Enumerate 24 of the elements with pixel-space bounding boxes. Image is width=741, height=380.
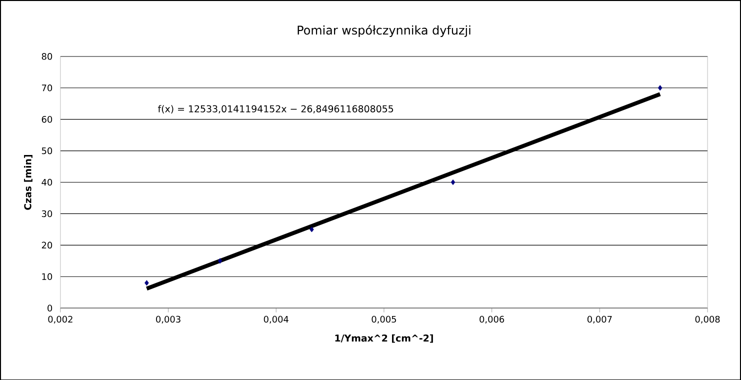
x-tick-label: 0,004	[264, 316, 288, 324]
y-tick-label: 60	[42, 116, 52, 122]
x-tick-label: 0,008	[695, 316, 720, 324]
x-tick-label: 0,005	[372, 316, 396, 324]
point	[450, 179, 456, 185]
y-tick-label: 70	[42, 84, 52, 92]
x-tick-label: 0,002	[48, 316, 72, 324]
y-tick-label: 80	[42, 52, 52, 60]
chart-title: Pomiar współczynnika dyfuzji	[298, 24, 470, 37]
x-tick-label: 0,003	[156, 316, 180, 324]
y-axis-title: Czas [min]	[24, 154, 32, 210]
y-tick-label: 0	[48, 304, 52, 312]
y-tick-label: 20	[42, 242, 52, 248]
x-tick-label: 0,006	[480, 316, 504, 324]
point	[658, 84, 662, 90]
point	[144, 280, 149, 286]
y-tick-label: 30	[42, 210, 52, 217]
x-axis-title: 1/Ymax^2 [cm^-2]	[335, 334, 433, 343]
point	[218, 258, 222, 264]
y-tick-label: 10	[42, 273, 52, 280]
y-tick-label: 40	[42, 178, 52, 186]
x-tick-label: 0,007	[587, 316, 612, 324]
annotation: f(x) = 12533,0141194152x − 26,8496116808055	[158, 104, 394, 114]
y-tick-label: 50	[42, 147, 52, 154]
